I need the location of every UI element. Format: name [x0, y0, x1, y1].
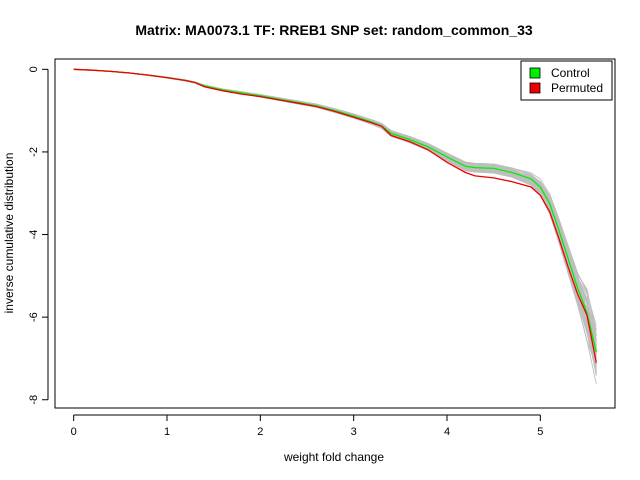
- series-line-permuted: [73, 68, 597, 363]
- legend-label-control: Control: [551, 66, 590, 80]
- x-tick-label: 0: [71, 426, 77, 438]
- x-tick-label: 3: [351, 426, 357, 438]
- y-tick-label: -6: [28, 312, 40, 322]
- y-axis-label: inverse cumulative distribution: [2, 153, 16, 314]
- y-tick-label: -8: [28, 395, 40, 405]
- legend: Control Permuted: [520, 60, 613, 101]
- y-tick-label: 0: [28, 66, 40, 72]
- x-axis-label: weight fold change: [283, 450, 384, 464]
- legend-label-permuted: Permuted: [551, 81, 603, 95]
- x-tick-label: 4: [444, 426, 450, 438]
- y-tick-label: -4: [28, 230, 40, 240]
- x-tick-label: 5: [537, 426, 543, 438]
- series-lines: [73, 68, 597, 363]
- legend-swatch-permuted: [529, 82, 541, 94]
- x-tick-label: 1: [164, 426, 170, 438]
- y-tick-label: -2: [28, 147, 40, 157]
- y-axis: 0 -2 -4 -6 -8: [28, 66, 49, 405]
- x-tick-label: 2: [257, 426, 263, 438]
- legend-swatch-control: [529, 67, 541, 79]
- chart-title: Matrix: MA0073.1 TF: RREB1 SNP set: rand…: [135, 22, 533, 38]
- x-axis: 0 1 2 3 4 5: [71, 414, 543, 438]
- legend-box: [520, 60, 613, 101]
- plot-frame: [54, 58, 616, 409]
